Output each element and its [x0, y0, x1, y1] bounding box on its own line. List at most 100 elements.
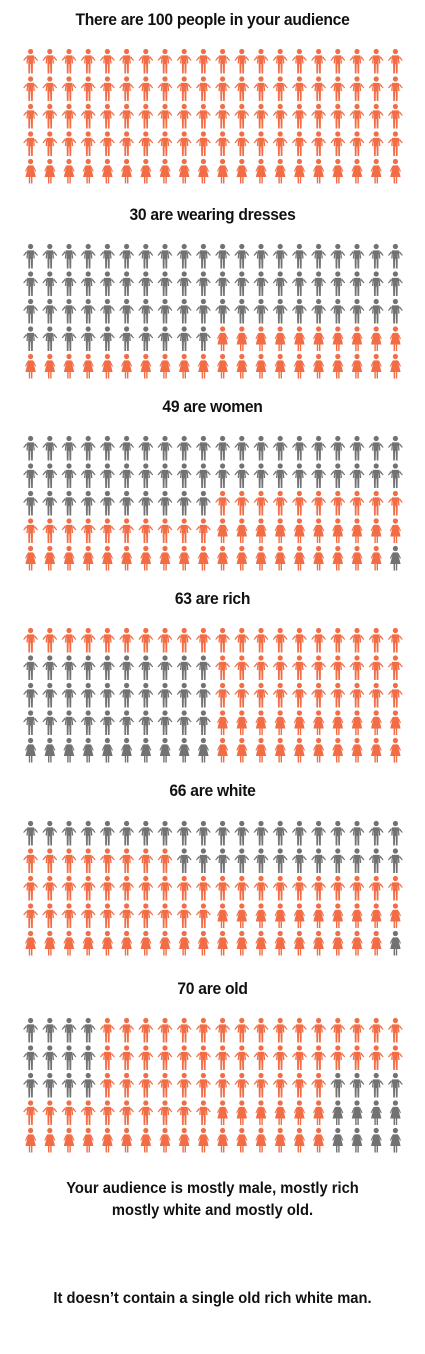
man-figure-icon	[100, 131, 115, 156]
man-figure-icon	[388, 435, 403, 461]
man-figure-icon	[42, 710, 58, 735]
man-figure-icon	[330, 1017, 346, 1043]
man-figure-icon	[61, 627, 77, 653]
man-figure-icon	[368, 298, 384, 324]
woman-figure-icon	[82, 353, 94, 379]
woman-figure-icon	[332, 903, 344, 928]
man-figure-icon	[272, 682, 288, 708]
man-figure-icon	[215, 655, 230, 680]
man-figure-icon	[234, 131, 250, 156]
woman-figure-icon	[236, 545, 248, 571]
woman-figure-icon	[332, 518, 344, 543]
woman-figure-icon	[140, 737, 152, 763]
woman-figure-icon	[255, 545, 267, 571]
woman-figure-icon	[25, 737, 37, 763]
man-figure-icon	[61, 48, 77, 74]
man-figure-icon	[61, 848, 77, 873]
man-figure-icon	[330, 1045, 346, 1070]
man-figure-icon	[23, 820, 38, 846]
woman-figure-icon	[274, 353, 286, 379]
woman-figure-icon	[351, 1100, 363, 1125]
man-figure-icon	[349, 48, 365, 74]
woman-figure-icon	[121, 737, 133, 763]
summary-text: Your audience is mostly male, mostly ric…	[17, 1178, 408, 1222]
man-figure-icon	[196, 820, 211, 846]
man-figure-icon	[272, 76, 288, 101]
man-figure-icon	[349, 271, 365, 296]
man-figure-icon	[215, 1017, 230, 1043]
man-figure-icon	[272, 48, 288, 74]
woman-figure-icon	[217, 1100, 229, 1125]
man-figure-icon	[61, 298, 77, 324]
woman-figure-icon	[44, 158, 56, 184]
man-figure-icon	[196, 463, 211, 488]
panel-title-audience: There are 100 people in your audience	[75, 10, 350, 29]
woman-figure-icon	[389, 1100, 401, 1125]
man-figure-icon	[100, 1017, 115, 1043]
man-figure-icon	[42, 243, 58, 269]
man-figure-icon	[138, 627, 154, 653]
man-figure-icon	[234, 271, 250, 296]
woman-figure-icon	[140, 545, 152, 571]
woman-figure-icon	[274, 158, 286, 184]
woman-figure-icon	[159, 353, 171, 379]
woman-figure-icon	[255, 353, 267, 379]
woman-figure-icon	[313, 1127, 325, 1153]
man-figure-icon	[61, 682, 77, 708]
man-figure-icon	[61, 131, 77, 156]
man-figure-icon	[215, 1072, 230, 1098]
man-figure-icon	[368, 76, 384, 101]
woman-figure-icon	[25, 353, 37, 379]
man-figure-icon	[292, 1045, 307, 1070]
man-figure-icon	[100, 435, 115, 461]
man-figure-icon	[234, 435, 250, 461]
woman-figure-icon	[197, 353, 209, 379]
man-figure-icon	[42, 655, 58, 680]
man-figure-icon	[176, 518, 192, 543]
man-figure-icon	[292, 463, 307, 488]
man-figure-icon	[349, 875, 365, 901]
woman-figure-icon	[159, 158, 171, 184]
man-figure-icon	[42, 298, 58, 324]
woman-figure-icon	[178, 353, 190, 379]
man-figure-icon	[292, 48, 307, 74]
man-figure-icon	[157, 48, 173, 74]
man-figure-icon	[157, 848, 173, 873]
woman-figure-icon	[293, 1127, 305, 1153]
man-figure-icon	[292, 298, 307, 324]
woman-figure-icon	[101, 737, 113, 763]
man-figure-icon	[80, 1045, 96, 1070]
man-figure-icon	[292, 76, 307, 101]
man-figure-icon	[388, 243, 403, 269]
man-figure-icon	[388, 131, 403, 156]
man-figure-icon	[253, 298, 269, 324]
woman-figure-icon	[313, 1100, 325, 1125]
man-figure-icon	[349, 1045, 365, 1070]
man-figure-icon	[215, 820, 230, 846]
man-figure-icon	[368, 627, 384, 653]
woman-figure-icon	[332, 353, 344, 379]
man-figure-icon	[157, 103, 173, 129]
woman-figure-icon	[25, 1127, 37, 1153]
man-figure-icon	[234, 627, 250, 653]
man-figure-icon	[100, 48, 115, 74]
man-figure-icon	[176, 463, 192, 488]
man-figure-icon	[215, 490, 230, 516]
man-figure-icon	[349, 627, 365, 653]
man-figure-icon	[176, 435, 192, 461]
man-figure-icon	[215, 103, 230, 129]
man-figure-icon	[234, 48, 250, 74]
man-figure-icon	[80, 903, 96, 928]
woman-figure-icon	[370, 158, 382, 184]
woman-figure-icon	[332, 326, 344, 351]
woman-figure-icon	[293, 1100, 305, 1125]
man-figure-icon	[388, 655, 403, 680]
man-figure-icon	[61, 243, 77, 269]
woman-figure-icon	[121, 930, 133, 956]
woman-figure-icon	[255, 158, 267, 184]
man-figure-icon	[330, 435, 346, 461]
man-figure-icon	[388, 463, 403, 488]
woman-figure-icon	[44, 930, 56, 956]
woman-figure-icon	[255, 1100, 267, 1125]
man-figure-icon	[157, 463, 173, 488]
